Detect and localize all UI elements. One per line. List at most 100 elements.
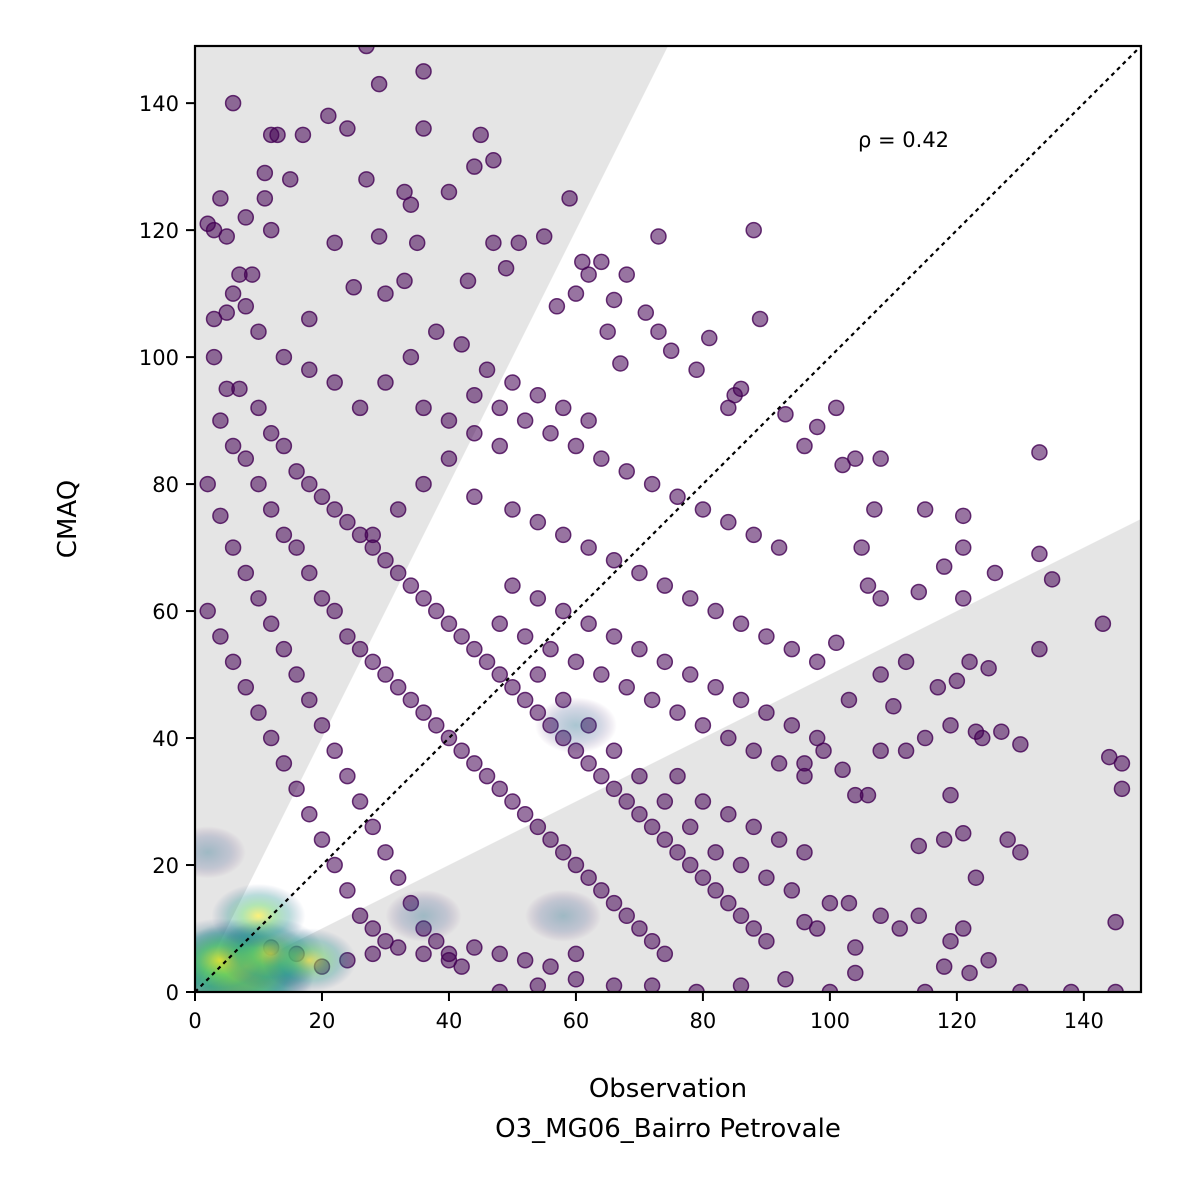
scatter-point <box>916 983 934 992</box>
scatter-point <box>466 386 483 404</box>
scatter-point <box>377 552 394 569</box>
scatter-point <box>542 958 559 975</box>
scatter-point <box>301 564 318 582</box>
scatter-point <box>485 234 502 252</box>
scatter-point <box>669 488 686 506</box>
scatter-point <box>853 539 870 556</box>
plot-frame <box>193 44 1143 994</box>
scatter-point <box>440 183 458 201</box>
scatter-point <box>377 844 394 861</box>
scatter-point <box>402 691 420 709</box>
scatter-point <box>288 463 305 480</box>
scatter-point <box>516 952 534 969</box>
scatter-point <box>358 171 375 188</box>
scatter-point <box>320 107 337 125</box>
scatter-point <box>783 640 801 658</box>
scatter-point <box>275 640 293 658</box>
scatter-point <box>408 234 426 252</box>
scatter-point <box>345 279 362 296</box>
scatter-point <box>808 729 826 747</box>
shaded-region-1 <box>195 46 668 992</box>
scatter-point <box>262 221 280 239</box>
scatter-point <box>681 856 699 874</box>
scatter-point <box>732 615 750 633</box>
scatter-point <box>212 628 229 645</box>
scatter-point <box>681 666 699 683</box>
scatter-point <box>415 399 432 417</box>
scatter-point <box>415 63 432 80</box>
y-tick-label: 60 <box>152 600 179 624</box>
scatter-point <box>954 507 972 525</box>
scatter-point <box>389 501 407 518</box>
scatter-point <box>288 780 305 798</box>
density-blob <box>385 889 462 942</box>
scatter-point <box>783 882 801 899</box>
shaded-regions <box>195 46 1141 992</box>
scatter-point <box>631 564 648 582</box>
scatter-point <box>199 475 216 493</box>
scatter-point <box>656 945 674 963</box>
scatter-point <box>885 698 902 715</box>
scatter-point <box>339 628 356 645</box>
density-blob <box>525 889 602 942</box>
scatter-point <box>326 602 343 620</box>
scatter-point <box>834 761 851 779</box>
scatter-point <box>301 475 318 493</box>
x-tick-label: 140 <box>1064 1009 1104 1033</box>
scatter-point <box>612 355 629 372</box>
scatter-point <box>237 564 255 582</box>
scatter-point <box>561 190 578 207</box>
scatter-point <box>910 583 928 601</box>
scatter-point <box>313 488 331 506</box>
scatter-point <box>618 678 635 696</box>
scatter-point <box>402 196 420 213</box>
scatter-point <box>916 501 934 518</box>
scatter-point <box>339 513 356 531</box>
scatter-point <box>720 513 737 531</box>
scatter-point <box>681 590 699 607</box>
scatter-point <box>961 964 978 982</box>
scatter-point <box>593 666 610 683</box>
scatter-point <box>707 882 724 899</box>
scatter-point <box>389 564 407 582</box>
scatter-point <box>580 615 597 633</box>
scatter-point <box>1107 913 1124 931</box>
scatter-point <box>402 348 420 366</box>
scatter-point <box>415 120 432 137</box>
scatter-point <box>808 418 826 436</box>
scatter-point <box>351 793 369 810</box>
scatter-point <box>720 399 737 417</box>
scatter-point <box>847 939 864 956</box>
scatter-point <box>250 704 267 721</box>
scatter-point <box>593 253 610 271</box>
scatter-point <box>428 717 445 734</box>
scatter-point <box>1031 640 1048 658</box>
scatter-point <box>1031 545 1048 563</box>
scatter-point <box>478 767 496 785</box>
scatter-point <box>535 228 553 245</box>
scatter-point <box>224 437 242 455</box>
scatter-point <box>205 348 223 366</box>
scatter-point <box>554 844 572 861</box>
scatter-point <box>294 126 312 144</box>
scatter-point <box>567 856 585 874</box>
x-tick-label: 120 <box>937 1009 977 1033</box>
scatter-point <box>840 691 858 709</box>
scatter-point <box>453 628 470 645</box>
scatter-point <box>720 894 737 912</box>
scatter-point <box>605 977 623 992</box>
scatter-point <box>618 907 635 925</box>
scatter-point <box>212 507 229 525</box>
scatter-point <box>516 628 534 645</box>
scatter-point <box>872 590 889 607</box>
scatter-point <box>224 94 242 112</box>
scatter-point <box>218 228 235 245</box>
scatter-point <box>396 272 413 290</box>
scatter-point <box>827 399 845 417</box>
scatter-point <box>720 805 737 823</box>
scatter-point <box>796 437 813 455</box>
scatter-point <box>732 856 750 874</box>
scatter-point <box>929 678 947 696</box>
x-axis-ticks: 0 20 40 60 80 100 120 140 <box>188 992 1104 1033</box>
scatter-point <box>548 298 566 315</box>
